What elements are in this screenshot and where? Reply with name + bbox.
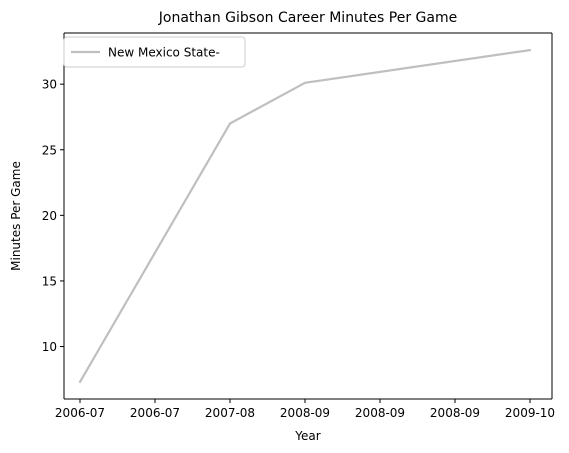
series-line bbox=[78, 48, 532, 383]
legend-label: New Mexico State- bbox=[108, 46, 220, 60]
axes-frame bbox=[63, 32, 553, 400]
legend: New Mexico State- bbox=[63, 36, 246, 68]
x-tick-label: 2008-09 bbox=[355, 406, 405, 420]
x-tick-label: 2009-10 bbox=[505, 406, 555, 420]
y-axis-label: Minutes Per Game bbox=[9, 161, 23, 271]
x-tick-label: 2007-08 bbox=[205, 406, 255, 420]
y-tick-label: 20 bbox=[42, 209, 57, 223]
x-tick-label: 2008-09 bbox=[280, 406, 330, 420]
x-axis-ticks: 2006-07 2006-07 2007-08 2008-09 2008-09 2008-… bbox=[55, 399, 555, 420]
series-layer bbox=[78, 48, 532, 383]
plot-area bbox=[64, 33, 552, 399]
y-tick-label: 30 bbox=[42, 78, 57, 92]
y-tick-label: 15 bbox=[42, 274, 57, 288]
x-axis-label: Year bbox=[294, 429, 320, 443]
y-tick-label: 10 bbox=[42, 340, 57, 354]
x-tick-label: 2006-07 bbox=[55, 406, 105, 420]
x-tick-label: 2006-07 bbox=[130, 406, 180, 420]
chart-title: Jonathan Gibson Career Minutes Per Game bbox=[158, 10, 457, 26]
legend-box bbox=[63, 36, 246, 68]
y-axis-ticks: 10 15 20 25 30 bbox=[42, 78, 64, 354]
x-tick-label: 2008-09 bbox=[430, 406, 480, 420]
y-tick-label: 25 bbox=[42, 143, 57, 157]
